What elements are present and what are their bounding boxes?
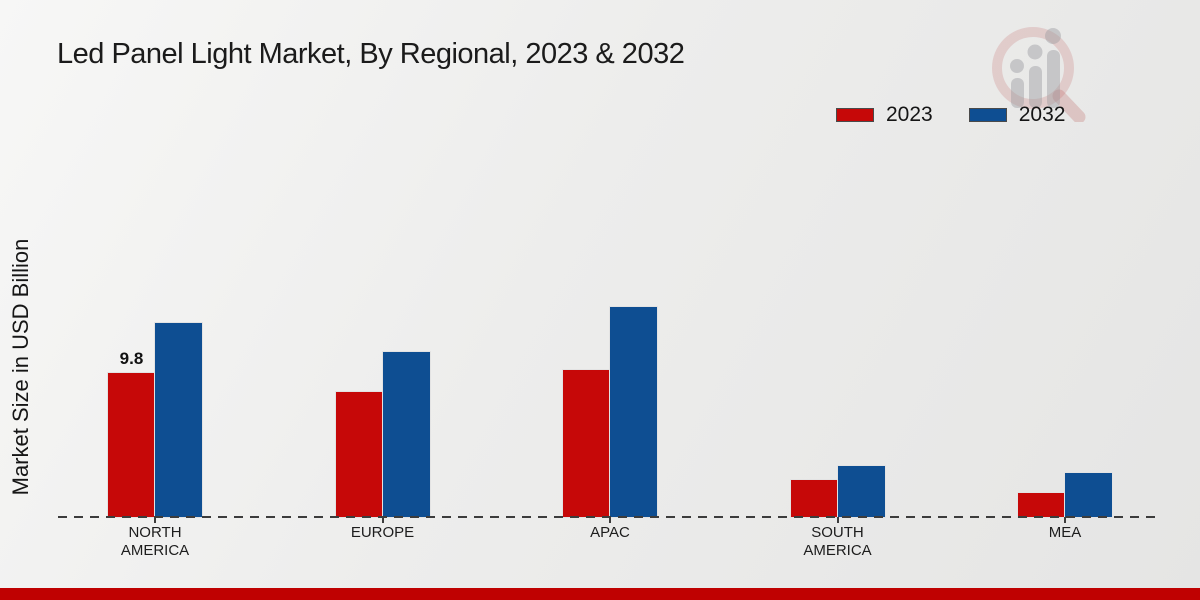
legend: 2023 2032: [836, 103, 1065, 127]
bar-2023-apac: [562, 369, 611, 518]
x-axis-tick: [381, 517, 384, 523]
bar-2032-south-america: [836, 465, 886, 518]
bar-2032-apac: [609, 306, 658, 518]
bar-2032-europe: [381, 351, 431, 518]
category-label-north-america: NORTH AMERICA: [120, 524, 190, 559]
x-axis-baseline: [58, 516, 1160, 518]
legend-label: 2023: [886, 103, 933, 126]
bar-2023-south-america: [789, 479, 839, 518]
x-axis-tick: [836, 517, 839, 523]
bar-2032-mea: [1064, 472, 1113, 518]
legend-item-2032: 2032: [968, 103, 1066, 127]
category-label-mea: MEA: [1048, 524, 1082, 541]
bar-2023-europe: [334, 391, 384, 518]
x-axis-tick: [609, 517, 611, 523]
category-label-apac: APAC: [590, 524, 630, 541]
category-label-south-america: SOUTH AMERICA: [803, 524, 872, 559]
chart-title: Led Panel Light Market, By Regional, 202…: [57, 38, 685, 70]
footer-red-strip: [0, 588, 1200, 600]
y-axis-label: Market Size in USD Billion: [8, 238, 33, 496]
legend-item-2023: 2023: [836, 103, 933, 127]
bar-2023-mea: [1017, 492, 1066, 518]
legend-label: 2032: [1018, 103, 1066, 126]
x-axis-tick: [1064, 517, 1066, 523]
data-label-2023-north-america: 9.8: [119, 349, 144, 368]
legend-swatch-2023: [836, 108, 874, 122]
x-axis-tick: [154, 517, 156, 523]
category-label-europe: EUROPE: [350, 524, 415, 541]
market-research-logo-icon: [985, 22, 1095, 124]
bar-2023-north-america: [107, 372, 156, 518]
legend-swatch-2032: [968, 108, 1007, 122]
bar-2032-north-america: [154, 322, 203, 518]
